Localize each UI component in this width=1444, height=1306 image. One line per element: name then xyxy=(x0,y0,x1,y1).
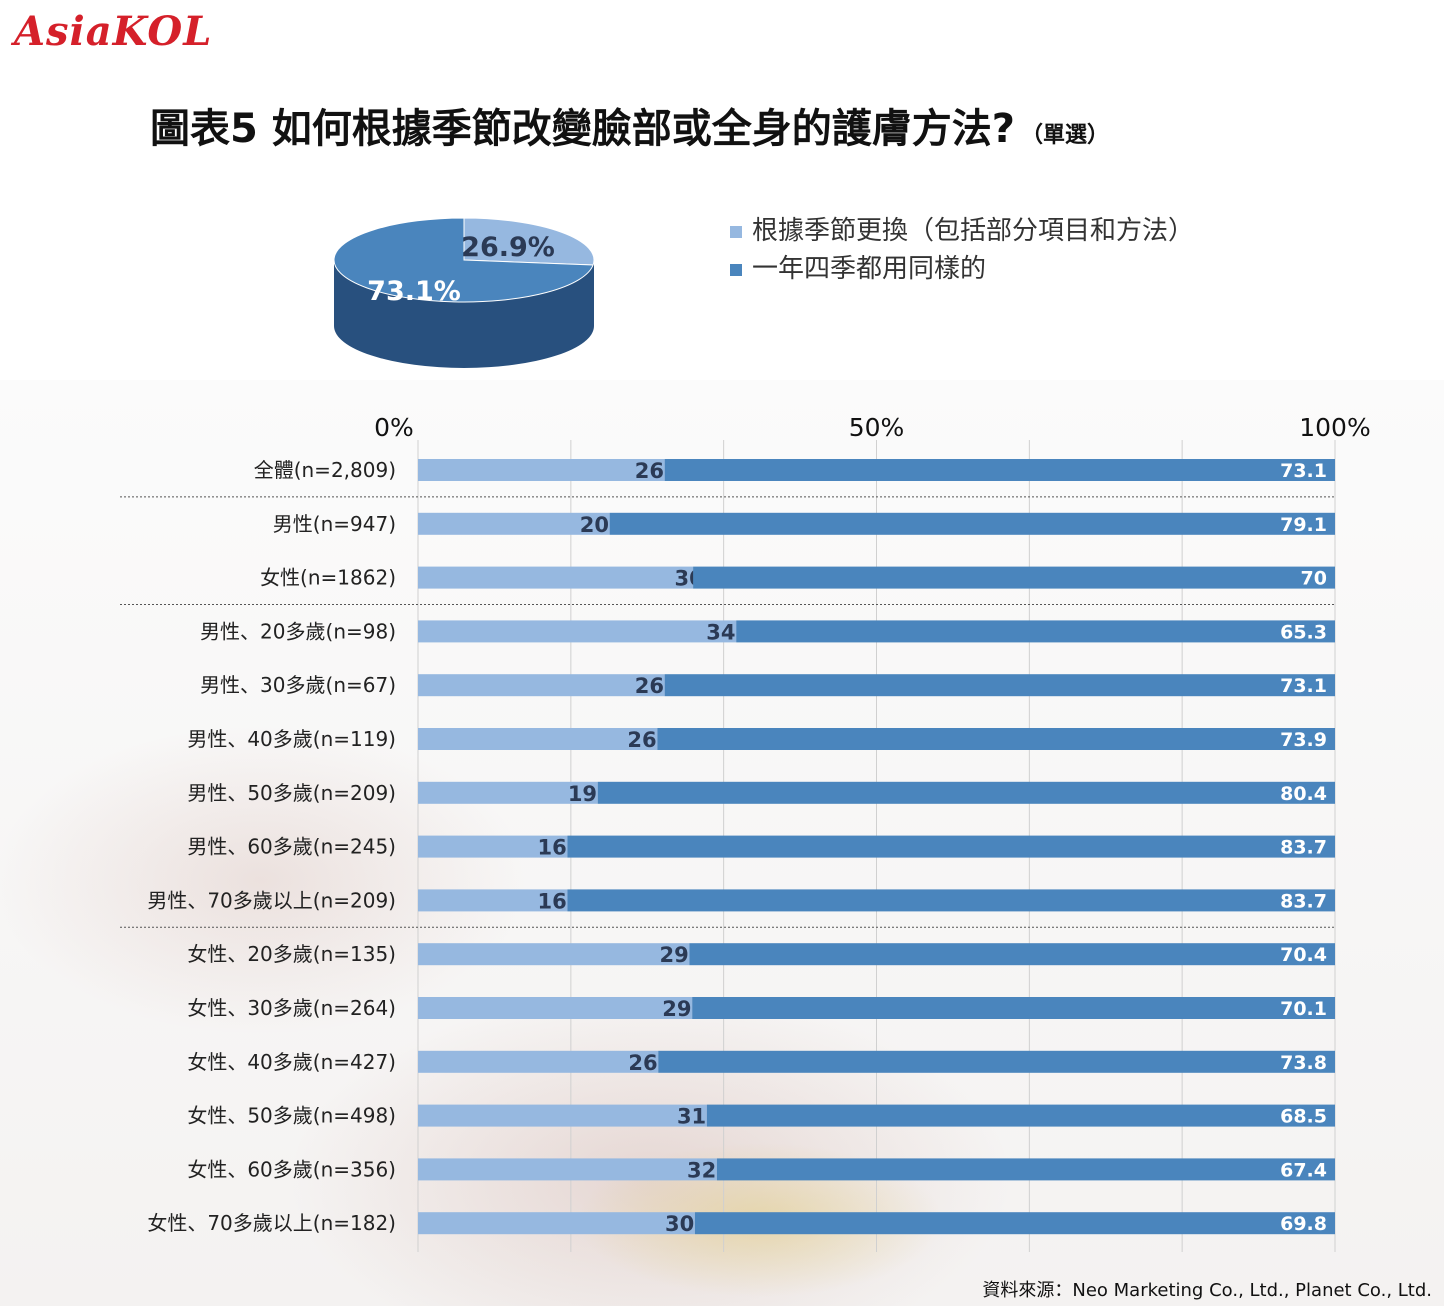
bar-12-1 xyxy=(706,1104,1335,1127)
bar-7-0 xyxy=(418,835,568,858)
bar-3-0 xyxy=(418,620,737,643)
bar-label-1-1: 79.1 xyxy=(1280,514,1327,536)
x-tick-label-1: 50% xyxy=(849,413,905,442)
bar-5-1 xyxy=(657,728,1335,750)
bar-label-6-1: 80.4 xyxy=(1280,783,1327,805)
category-label-6: 男性、50多歲(n=209) xyxy=(187,781,396,805)
bar-label-4-1: 73.1 xyxy=(1280,675,1327,697)
bar-9-0 xyxy=(418,943,690,966)
bar-2-1 xyxy=(693,566,1335,589)
bar-1-1 xyxy=(609,512,1335,535)
category-label-4: 男性、30多歲(n=67) xyxy=(200,673,396,697)
bar-7-1 xyxy=(567,835,1335,858)
category-label-2: 女性(n=1862) xyxy=(260,566,396,590)
pie-slice-0 xyxy=(463,217,595,266)
x-tick-label-2: 100% xyxy=(1299,413,1370,442)
legend-swatch-dark xyxy=(730,264,742,276)
category-label-0: 全體(n=2,809) xyxy=(254,458,396,482)
bar-0-0 xyxy=(418,459,665,481)
category-label-12: 女性、50多歲(n=498) xyxy=(187,1104,396,1128)
bar-12-0 xyxy=(418,1104,707,1127)
bar-label-10-1: 70.1 xyxy=(1280,998,1327,1020)
source-note: 資料來源：Neo Marketing Co., Ltd., Planet Co.… xyxy=(982,1280,1432,1301)
bar-8-1 xyxy=(567,889,1335,912)
bar-label-8-1: 83.7 xyxy=(1280,890,1327,912)
bar-10-1 xyxy=(692,997,1335,1019)
legend-item-seasonal: 根據季節更換（包括部分項目和方法） xyxy=(730,212,1200,250)
bar-4-0 xyxy=(418,674,665,697)
title-subtitle: （單選） xyxy=(1020,123,1109,148)
bar-9-1 xyxy=(689,943,1335,966)
bar-label-2-1: 70 xyxy=(1301,568,1327,590)
pie-label-1: 73.1% xyxy=(367,276,461,307)
category-label-11: 女性、40多歲(n=427) xyxy=(187,1050,396,1074)
x-tick-label-0: 0% xyxy=(374,413,414,442)
category-label-14: 女性、70多歲以上(n=182) xyxy=(147,1211,396,1235)
category-label-8: 男性、70多歲以上(n=209) xyxy=(147,888,396,912)
bar-label-7-1: 83.7 xyxy=(1280,837,1327,859)
pie-label-0: 26.9% xyxy=(461,232,555,263)
category-label-5: 男性、40多歲(n=119) xyxy=(187,727,396,751)
category-label-13: 女性、60多歲(n=356) xyxy=(187,1157,396,1181)
bar-label-9-1: 70.4 xyxy=(1280,944,1327,966)
chart-title: 圖表5 如何根據季節改變臉部或全身的護膚方法? （單選） xyxy=(150,96,1109,154)
bar-10-0 xyxy=(418,997,693,1019)
title-text: 圖表5 如何根據季節改變臉部或全身的護膚方法? xyxy=(150,106,1015,152)
category-label-3: 男性、20多歲(n=98) xyxy=(200,619,396,643)
bar-14-0 xyxy=(418,1212,695,1235)
asiakol-logo: AsiaKOL xyxy=(14,8,213,55)
bar-13-1 xyxy=(716,1158,1335,1181)
bar-6-1 xyxy=(597,781,1335,804)
bar-11-1 xyxy=(658,1050,1335,1073)
bar-label-11-1: 73.8 xyxy=(1280,1052,1327,1074)
category-label-9: 女性、20多歲(n=135) xyxy=(187,942,396,966)
category-label-1: 男性(n=947) xyxy=(273,512,396,536)
category-label-7: 男性、60多歲(n=245) xyxy=(187,835,396,859)
pie-slice-1 xyxy=(333,217,594,303)
bar-label-3-1: 65.3 xyxy=(1280,621,1327,643)
legend-swatch-light xyxy=(730,226,742,238)
bar-label-13-1: 67.4 xyxy=(1280,1159,1327,1181)
legend-label-seasonal: 根據季節更換（包括部分項目和方法） xyxy=(752,216,1195,246)
bar-8-0 xyxy=(418,889,568,912)
bar-13-0 xyxy=(418,1158,717,1181)
bar-3-1 xyxy=(736,620,1335,643)
bar-label-0-1: 73.1 xyxy=(1280,460,1327,482)
bar-1-0 xyxy=(418,512,610,535)
bar-label-5-1: 73.9 xyxy=(1280,729,1327,751)
legend: 根據季節更換（包括部分項目和方法） 一年四季都用同樣的 xyxy=(730,212,1200,288)
pie-side xyxy=(334,260,594,368)
legend-item-same: 一年四季都用同樣的 xyxy=(730,250,1200,288)
bar-6-0 xyxy=(418,781,598,804)
bar-label-12-1: 68.5 xyxy=(1280,1106,1327,1128)
category-label-10: 女性、30多歲(n=264) xyxy=(187,996,396,1020)
bar-5-0 xyxy=(418,728,658,750)
bar-label-14-1: 69.8 xyxy=(1280,1213,1327,1235)
bar-14-1 xyxy=(694,1212,1335,1235)
bar-0-1 xyxy=(664,459,1335,481)
bar-11-0 xyxy=(418,1050,659,1073)
legend-label-same: 一年四季都用同樣的 xyxy=(752,254,987,284)
bar-2-0 xyxy=(418,566,694,589)
bar-4-1 xyxy=(664,674,1335,697)
